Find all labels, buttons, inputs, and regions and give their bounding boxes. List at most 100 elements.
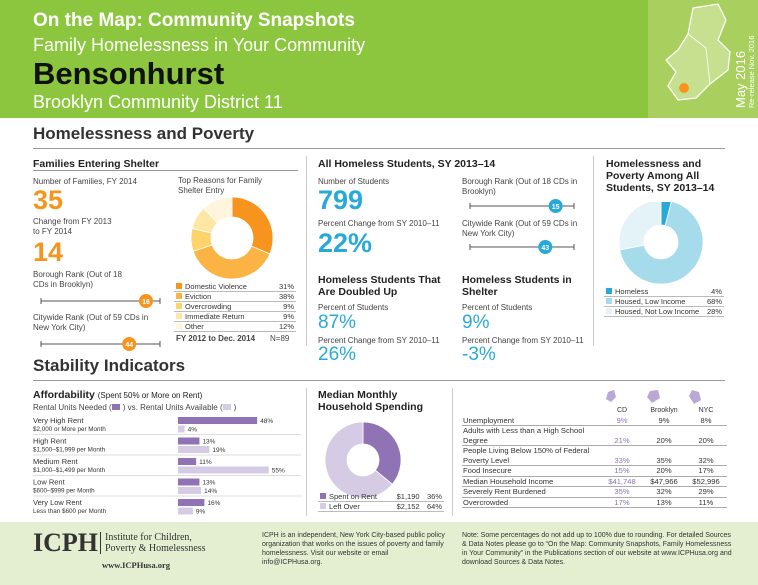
title-note: (Spent 50% or More on Rent) — [97, 391, 203, 400]
bar — [178, 466, 269, 474]
legend-value: 36% — [421, 492, 444, 502]
table-value: 32% — [685, 445, 727, 466]
bar — [178, 507, 193, 515]
row-range: $2,000 or More per Month — [33, 426, 106, 433]
rule — [33, 148, 725, 149]
legend-cell: Housed, Not Low Income — [604, 306, 705, 317]
table-value: $47,966 — [643, 476, 685, 487]
table-value: 11% — [685, 497, 727, 508]
column-header: Brooklyn — [650, 407, 678, 414]
donut-segment — [203, 196, 233, 224]
donut-segment — [231, 196, 274, 255]
legend-label: Overcrowding — [185, 302, 232, 311]
legend-swatch — [176, 303, 182, 309]
legend-label: Other — [185, 322, 204, 331]
icon — [689, 390, 701, 404]
rank-value: 15 — [552, 204, 560, 211]
table-value: 17% — [601, 497, 643, 508]
indicator-table: CD Brooklyn NYC Unemployment 9% 9% 8% Adults wi… — [462, 406, 727, 508]
legend-cell: Domestic Violence — [174, 282, 272, 292]
legend-row: Overcrowding 9% — [174, 301, 296, 312]
panel-title: Families Entering Shelter — [33, 158, 298, 171]
row-label: Medium Rent — [33, 457, 79, 466]
legend-row: Immediate Return 9% — [174, 311, 296, 322]
row-label: Very Low Rent — [33, 498, 83, 507]
logo: ICPH — [33, 528, 98, 557]
legend-label: Eviction — [185, 292, 212, 301]
bar — [178, 487, 202, 494]
divider — [306, 156, 307, 346]
legend-value: 38% — [271, 291, 296, 302]
label: Number of Families, FY 2014 — [33, 177, 137, 186]
bar-label: 13% — [202, 439, 215, 446]
legend-join: vs. — [127, 403, 138, 412]
legend-cell: Immediate Return — [174, 311, 272, 322]
legend-label: Left Over — [329, 502, 360, 511]
bar — [178, 446, 210, 453]
legend-swatch — [222, 404, 231, 410]
legend-label: Immediate Return — [185, 312, 245, 321]
row-range: $600–$999 per Month — [33, 488, 95, 495]
table-value: 17% — [685, 465, 727, 477]
legend-value: 64% — [421, 501, 444, 512]
icon — [606, 390, 616, 402]
table-value: 13% — [643, 497, 685, 508]
legend-row: Left Over $2,152 64% — [318, 501, 444, 512]
legend-row: Spent on Rent $1,190 36% — [318, 492, 444, 502]
header-cell — [462, 406, 601, 416]
label: Citywide Rank (Out of 59 CDs in New York… — [33, 313, 149, 332]
legend: Rental Units Needed () vs. Rental Units … — [33, 403, 237, 412]
table-value: 8% — [685, 415, 727, 426]
legend-swatch — [606, 288, 612, 294]
stat: 9% — [462, 312, 490, 333]
bar-label: 14% — [204, 488, 217, 495]
footer — [0, 522, 758, 585]
url: www.ICPHusa.org — [102, 560, 171, 570]
legend-label: Spent on Rent — [329, 492, 377, 501]
row-label: Unemployment — [462, 415, 601, 426]
legend-label: Homeless — [615, 287, 649, 296]
legend-row: Eviction 38% — [174, 291, 296, 302]
label: Percent of Students — [318, 303, 389, 312]
row-label: People Living Below 150% of Federal Pove… — [462, 445, 601, 466]
panel-title: Homeless Students That Are Doubled Up — [318, 274, 441, 298]
legend-value: 68% — [704, 296, 724, 307]
bar-label: 11% — [199, 459, 212, 466]
rank-marker — [122, 337, 137, 351]
legend-amount: $2,152 — [389, 501, 422, 512]
legend-label: Housed, Low Income — [615, 297, 686, 306]
table-row: Overcrowded 17% 13% 11% — [462, 497, 727, 508]
row-label: Food Insecure — [462, 465, 601, 477]
rule — [33, 380, 725, 381]
label: Number of Students — [318, 177, 390, 186]
legend-swatch — [176, 313, 182, 319]
label: Top Reasons for Family Shelter Entry — [178, 176, 263, 195]
table-value: 20% — [643, 465, 685, 477]
panel-title: Affordability (Spent 50% or More on Rent… — [33, 389, 202, 401]
row-label: Adults with Less than a High School Degr… — [462, 425, 601, 446]
stat: -3% — [462, 344, 496, 365]
table-value: 29% — [685, 486, 727, 498]
legend-value: 12% — [271, 321, 296, 332]
column-header: CD — [616, 407, 628, 414]
bars: Very High Rent$2,000 or More per Month 48… — [33, 416, 301, 517]
stat: 26% — [318, 344, 357, 365]
legend: Homeless 4% Housed, Low Income 68% Housed, N… — [604, 287, 724, 317]
legend-row: Domestic Violence 31% — [174, 282, 296, 292]
legend-swatch — [320, 493, 326, 499]
legend-cell: Other — [174, 321, 272, 332]
bar-label: 19% — [212, 447, 225, 454]
divider — [306, 388, 307, 516]
subtitle: Family Homelessness in Your Community — [33, 35, 366, 55]
legend-label: Domestic Violence — [185, 282, 247, 291]
row-label: High Rent — [33, 437, 67, 446]
rank-value: 44 — [125, 342, 133, 349]
legend: Domestic Violence 31% Eviction 38% Overcrowd… — [174, 282, 296, 332]
donut-chart — [618, 202, 704, 285]
legend-swatch — [176, 283, 182, 289]
row-label: Low Rent — [33, 478, 66, 487]
table-row: Adults with Less than a High School Degr… — [462, 425, 727, 446]
rank-scale: 15 — [469, 199, 575, 213]
legend-swatch — [606, 298, 612, 304]
